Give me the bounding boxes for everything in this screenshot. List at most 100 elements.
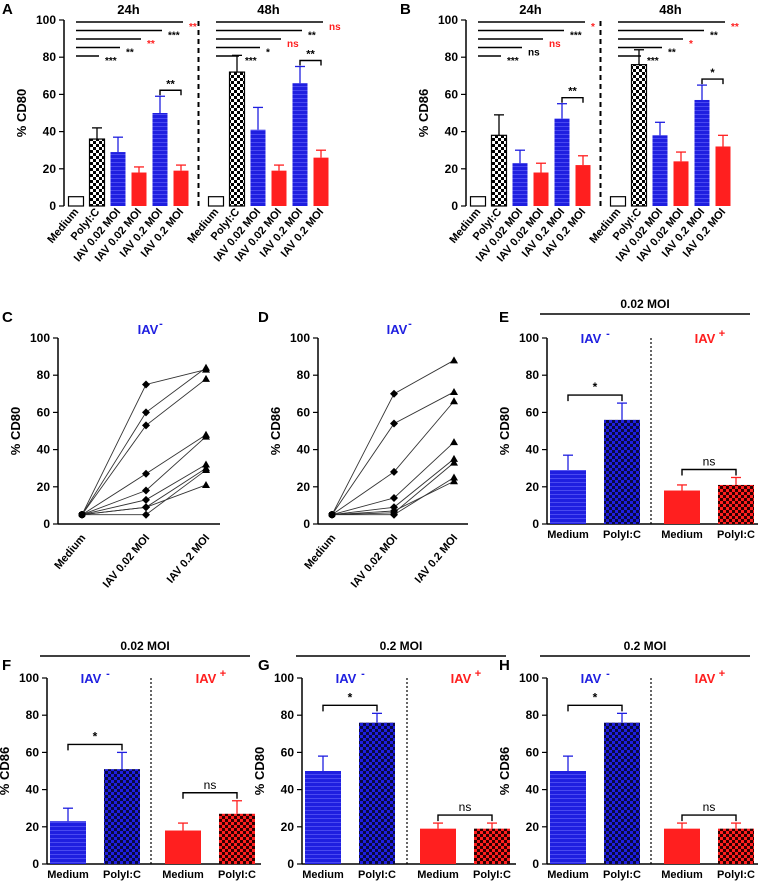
y-tick-label: 0 — [49, 199, 56, 213]
y-axis-label: % CD86 — [0, 747, 12, 795]
sig-label: ns — [459, 800, 472, 814]
point-diamond — [390, 467, 398, 476]
sig-label: * — [689, 39, 693, 50]
sig-label: ns — [329, 22, 341, 33]
group-label-left-sup: - — [361, 668, 365, 680]
sig-label: ** — [308, 31, 316, 42]
group-label-right: IAV — [451, 671, 472, 686]
y-tick-label: 80 — [26, 708, 40, 722]
bar — [469, 196, 487, 207]
point-circle — [328, 511, 336, 519]
y-tick-label: 20 — [26, 820, 40, 834]
y-axis-label: % CD86 — [268, 407, 283, 455]
y-tick-label: 60 — [526, 405, 540, 419]
panel-C: C 0 20 40 60 80 100 % CD80 IAV - Medium IAV 0.02 MO… — [2, 309, 220, 590]
bar — [152, 113, 168, 206]
point-diamond — [142, 510, 150, 519]
sig-label: ** — [189, 22, 197, 33]
bar — [512, 163, 528, 206]
y-tick-label: 0 — [287, 857, 294, 871]
y-tick-label: 60 — [281, 745, 295, 759]
y-tick-label: 100 — [519, 671, 539, 685]
x-tick-label: Medium — [302, 532, 338, 572]
bar — [271, 170, 287, 206]
y-tick-label: 20 — [43, 162, 57, 176]
bar — [718, 828, 754, 864]
x-tick-label: IAV 0.2 MOI — [165, 532, 213, 585]
y-tick-label: 100 — [19, 671, 39, 685]
point-triangle — [202, 432, 210, 440]
point-diamond — [390, 389, 398, 398]
panel-title: IAV — [387, 322, 408, 337]
group-title: 48h — [659, 2, 681, 17]
y-tick-label: 60 — [297, 405, 311, 419]
bar — [110, 152, 126, 206]
panel-title-sup: - — [408, 318, 412, 330]
x-tick-label: IAV 0.2 MOI — [413, 532, 461, 585]
y-tick-label: 80 — [297, 368, 311, 382]
panel-header: 0.02 MOI — [620, 297, 669, 311]
y-tick-label: 80 — [526, 708, 540, 722]
sig-label: ** — [147, 39, 155, 50]
point-diamond — [142, 503, 150, 512]
sig-bracket — [681, 814, 737, 822]
y-tick-label: 40 — [526, 443, 540, 457]
group-label-left: IAV — [581, 331, 602, 346]
y-tick-label: 80 — [43, 50, 57, 64]
group-label-left: IAV — [81, 671, 102, 686]
panel-header: 0.2 MOI — [380, 639, 423, 653]
x-tick-label: PolyI:C — [473, 869, 511, 881]
point-triangle — [450, 438, 458, 446]
sig-label: ns — [703, 455, 716, 469]
y-tick-label: 0 — [32, 857, 39, 871]
sig-label: *** — [168, 31, 180, 42]
point-triangle — [450, 397, 458, 405]
y-axis-label: % CD86 — [416, 89, 431, 137]
panel-letter: D — [258, 309, 269, 326]
bar — [104, 769, 140, 864]
group-label-left-sup: - — [106, 668, 110, 680]
bar — [165, 830, 201, 864]
sig-bracket — [681, 468, 737, 476]
group-label-right-sup: + — [220, 668, 226, 680]
bar — [313, 157, 329, 206]
y-tick-label: 0 — [532, 857, 539, 871]
bar — [715, 146, 731, 206]
pair-bracket — [159, 89, 182, 96]
point-triangle — [202, 480, 210, 488]
sig-label: * — [348, 690, 353, 704]
x-tick-label: PolyI:C — [358, 869, 396, 881]
y-axis-label: % CD80 — [252, 747, 267, 795]
y-tick-label: 20 — [445, 162, 459, 176]
bar — [664, 490, 700, 524]
y-tick-label: 100 — [274, 671, 294, 685]
point-triangle — [450, 387, 458, 395]
bar — [250, 129, 266, 206]
x-tick-label: PolyI:C — [717, 529, 755, 541]
sig-label: * — [593, 380, 598, 394]
y-tick-label: 0 — [451, 199, 458, 213]
point-triangle — [202, 363, 210, 371]
group-label-right: IAV — [695, 671, 716, 686]
y-tick-label: 100 — [36, 13, 56, 27]
sig-label: ns — [549, 39, 561, 50]
x-tick-label: Medium — [547, 529, 589, 541]
bar — [292, 83, 308, 206]
point-circle — [78, 511, 86, 519]
y-tick-label: 80 — [526, 368, 540, 382]
sig-bracket — [437, 814, 493, 822]
y-tick-label: 20 — [281, 820, 295, 834]
y-tick-label: 60 — [43, 87, 57, 101]
x-tick-label: PolyI:C — [603, 529, 641, 541]
y-tick-label: 40 — [281, 783, 295, 797]
panel-title-sup: - — [159, 318, 163, 330]
bar — [609, 196, 627, 207]
sig-label: ns — [287, 39, 299, 50]
x-tick-label: Medium — [547, 869, 589, 881]
sig-label: ** — [126, 48, 134, 59]
sig-label: *** — [105, 56, 117, 67]
x-tick-label: IAV 0.02 MOI — [349, 532, 401, 590]
y-tick-label: 0 — [43, 517, 50, 531]
group-title: 48h — [257, 2, 279, 17]
